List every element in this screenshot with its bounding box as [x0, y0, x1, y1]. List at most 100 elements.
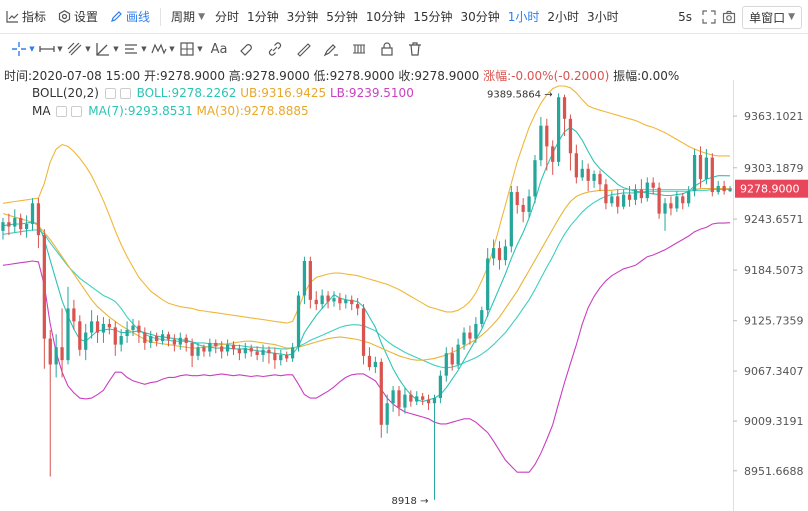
multi-line-icon	[67, 42, 82, 56]
y-tick-label: 9125.7359	[744, 315, 804, 328]
period-label: 周期	[171, 10, 196, 24]
candle-body	[604, 184, 608, 204]
candle-body	[208, 342, 212, 352]
candle-body	[314, 299, 318, 305]
candle-body	[438, 375, 443, 399]
text-tool[interactable]: Aa	[206, 37, 232, 61]
fibonacci-tool[interactable]	[346, 37, 372, 61]
horizontal-line-icon	[39, 46, 55, 52]
settings-button[interactable]: 设置	[52, 0, 104, 34]
ma-close-icon[interactable]	[71, 106, 83, 117]
candle-body	[456, 344, 460, 365]
period-dropdown[interactable]: 周期 ▼	[165, 0, 211, 34]
wave-tool[interactable]: ▼	[150, 37, 176, 61]
refresh-interval[interactable]: 5s	[678, 10, 693, 24]
candle-body	[308, 261, 312, 300]
candle-body	[89, 321, 94, 333]
parallel-lines-tool[interactable]: ▼	[122, 37, 148, 61]
candle-body	[261, 349, 265, 355]
candle-body	[267, 349, 271, 354]
ma-legend: MA MA(7):9293.8531 MA(30):9278.8885	[4, 104, 309, 118]
candle-body	[155, 336, 159, 342]
text-icon: Aa	[210, 41, 228, 57]
candle-body	[426, 399, 431, 404]
draw-button[interactable]: 画线	[104, 0, 156, 34]
candle-body	[101, 323, 106, 333]
ma-settings-icon[interactable]	[56, 106, 68, 117]
lock-tool[interactable]	[374, 37, 400, 61]
candle-body	[562, 97, 567, 119]
indicators-button[interactable]: 指标	[0, 0, 52, 34]
candle-body	[225, 344, 230, 352]
candle-body	[539, 125, 543, 161]
delete-tool[interactable]	[402, 37, 428, 61]
candle-body	[385, 403, 389, 425]
period-option[interactable]: 3分钟	[286, 10, 319, 24]
candle-body	[338, 298, 342, 304]
period-option[interactable]: 1分钟	[247, 10, 279, 24]
candle-body	[486, 258, 490, 311]
candle-body	[131, 325, 135, 330]
candle-body	[610, 196, 614, 204]
candlestick-chart[interactable]: 9363.1021 9303.1879 9243.6571 9184.5073 9125…	[0, 80, 808, 511]
period-option[interactable]: 15分钟	[413, 10, 453, 24]
trash-icon	[409, 42, 421, 56]
candle-body	[302, 261, 307, 296]
brush-tool[interactable]	[318, 37, 344, 61]
boll-close-icon[interactable]	[119, 88, 131, 99]
candle-body	[728, 188, 732, 192]
candle-body	[172, 339, 177, 345]
rectangle-tool[interactable]: ▼	[178, 37, 204, 61]
candle-body	[444, 353, 448, 376]
boll-settings-icon[interactable]	[104, 88, 116, 99]
candle-body	[78, 321, 82, 350]
info-open: 开:9278.9000	[144, 69, 225, 83]
candle-body	[19, 217, 23, 230]
candle-body	[645, 182, 649, 199]
window-mode-dropdown[interactable]: 单窗口 ▼	[742, 5, 802, 29]
candle-body	[202, 347, 206, 352]
boll-name: BOLL(20,2)	[32, 86, 99, 100]
top-toolbar: 指标 设置 画线 周期 ▼ 分时 1分钟 3分钟 5分钟 10分钟 15分钟 30分钟 1小时…	[0, 0, 808, 34]
candle-body	[515, 192, 519, 205]
settings-label: 设置	[74, 10, 99, 24]
candle-body	[190, 342, 194, 356]
candle-body	[633, 189, 638, 200]
horizontal-line-tool[interactable]: ▼	[38, 37, 64, 61]
period-option[interactable]: 5分钟	[326, 10, 358, 24]
period-option[interactable]: 10分钟	[365, 10, 406, 24]
candle-body	[639, 189, 644, 199]
candle-body	[178, 337, 182, 345]
candle-body	[184, 337, 188, 343]
series-line-ma7	[2, 126, 731, 403]
candle-body	[54, 347, 58, 365]
period-option[interactable]: 2小时	[547, 10, 580, 24]
candle-body	[143, 332, 147, 343]
period-option[interactable]: 30分钟	[460, 10, 500, 24]
candle-body	[231, 344, 236, 349]
candle-body	[497, 248, 502, 261]
candle-body	[1, 222, 5, 231]
pencil-icon	[111, 11, 122, 22]
crosshair-tool[interactable]: ▼	[10, 37, 36, 61]
candle-body	[196, 347, 200, 356]
fullscreen-icon[interactable]	[702, 10, 716, 24]
period-option[interactable]: 3小时	[587, 10, 619, 24]
candle-body	[669, 203, 673, 209]
parallel-lines-icon	[125, 44, 138, 54]
series-line-boll	[2, 188, 731, 369]
candle-body	[125, 329, 129, 337]
ruler-tool[interactable]	[290, 37, 316, 61]
ma-name: MA	[32, 104, 51, 118]
candle-body	[651, 182, 655, 188]
angle-tool[interactable]: ▼	[94, 37, 120, 61]
candle-body	[592, 173, 596, 181]
screenshot-icon[interactable]	[722, 10, 736, 24]
candle-body	[36, 203, 41, 236]
trend-line-tool[interactable]: ▼	[66, 37, 92, 61]
candle-body	[350, 299, 354, 305]
magnet-tool[interactable]	[234, 37, 260, 61]
period-option[interactable]: 分时	[214, 10, 239, 24]
link-tool[interactable]	[262, 37, 288, 61]
period-option[interactable]: 1小时	[507, 10, 540, 24]
